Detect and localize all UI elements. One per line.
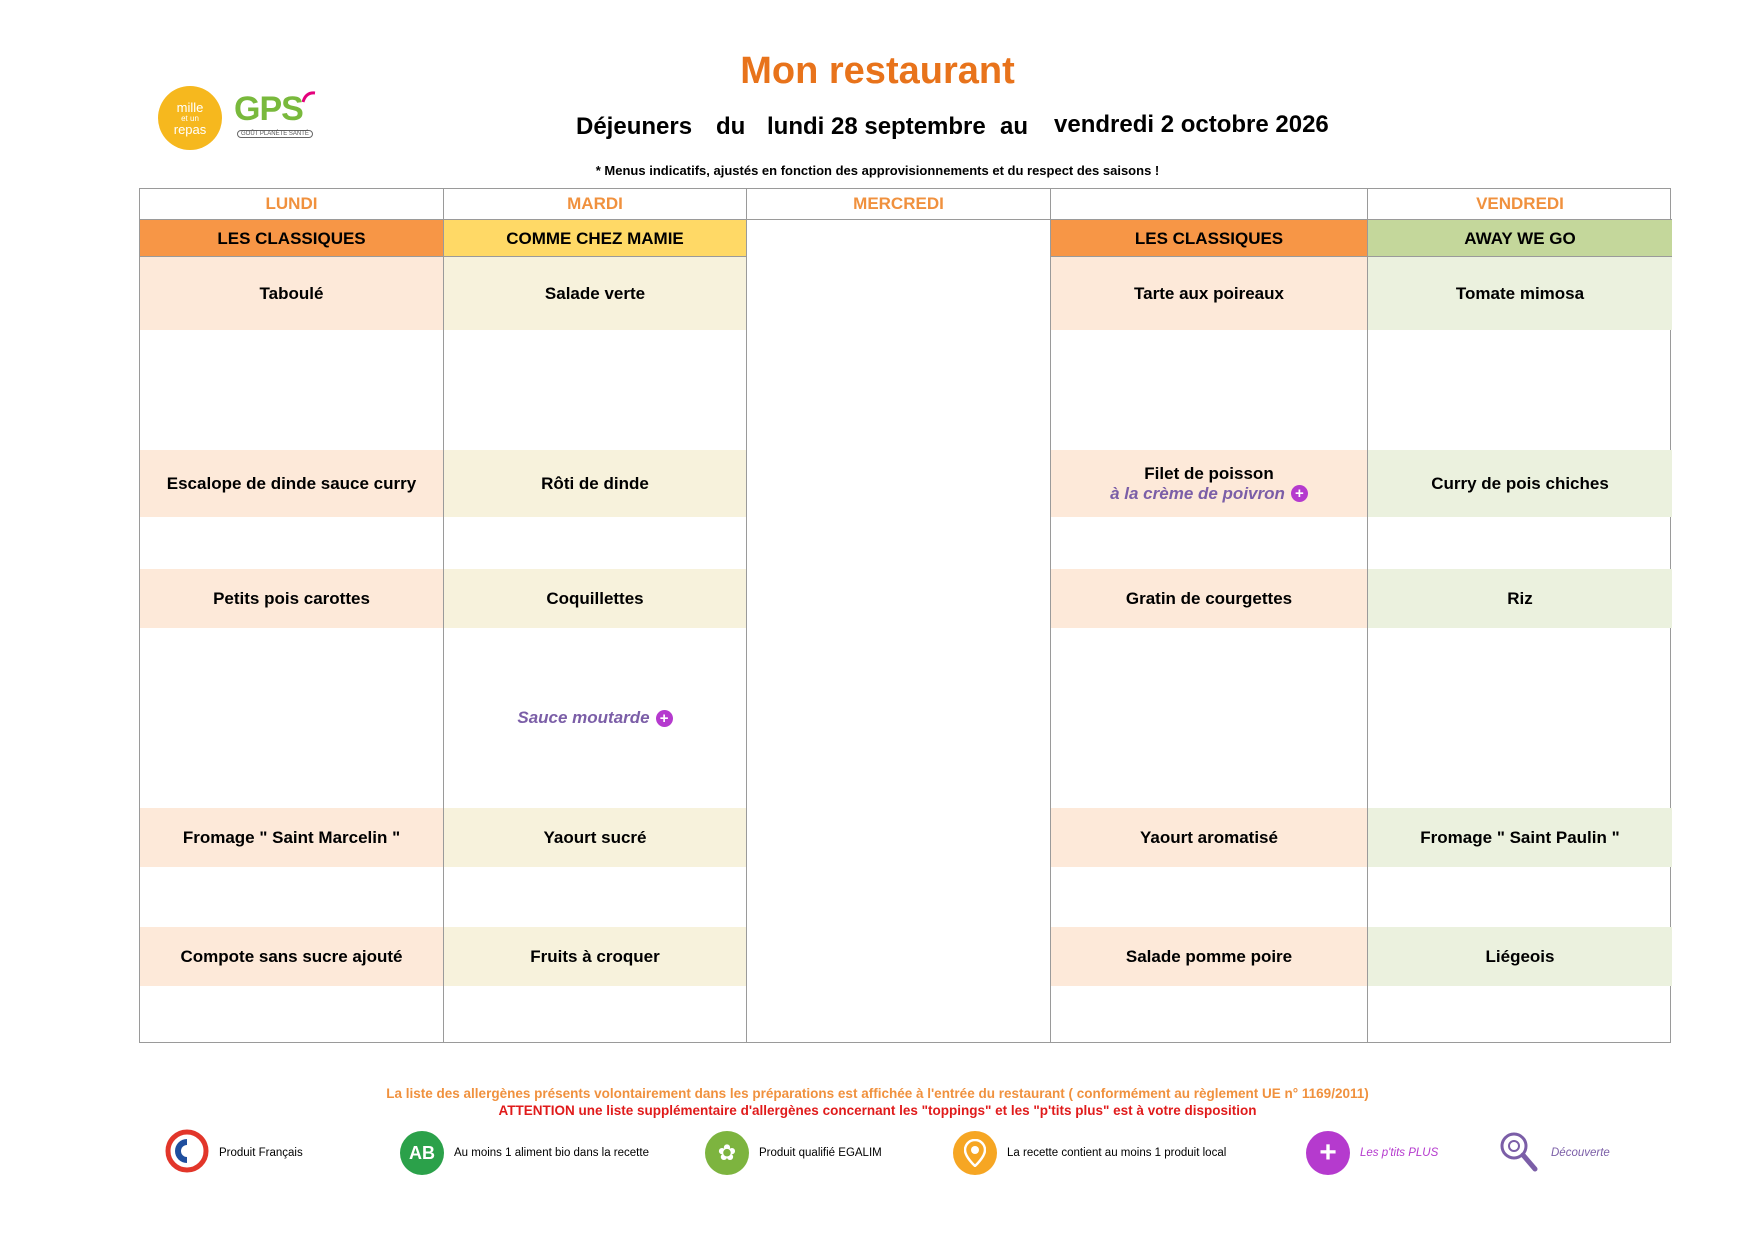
legend-item: Produit Français <box>165 1129 303 1178</box>
menu-item-side: Gratin de courgettes <box>1051 569 1367 628</box>
menu-item-dairy: Yaourt aromatisé <box>1051 808 1367 867</box>
dish-name: Fromage " Saint Marcelin " <box>182 827 401 847</box>
menu-item-dairy: Fromage " Saint Paulin " <box>1368 808 1672 867</box>
legend-label: Découverte <box>1551 1147 1610 1159</box>
day-header <box>1051 189 1367 219</box>
start-date: lundi 28 septembre <box>767 113 986 140</box>
mille-repas-logo: mille et un repas <box>158 86 222 150</box>
dish-name: Salade pomme poire <box>1125 946 1293 966</box>
egalim-icon: ✿ <box>705 1131 749 1175</box>
from-word: du <box>716 113 746 140</box>
logos: mille et un repas GPS GOÛT PLANÈTE SANTÉ <box>158 82 328 152</box>
location-pin-icon <box>953 1131 997 1175</box>
day-column: MARDI COMME CHEZ MAMIE Salade verte Rôti de… <box>444 189 747 1042</box>
dish-name: Riz <box>1507 588 1533 608</box>
menu-item-starter: Taboulé <box>140 257 443 330</box>
dish-name: Tarte aux poireaux <box>1134 283 1284 303</box>
dish-name: Yaourt sucré <box>543 827 647 847</box>
dish-name: Petits pois carottes <box>213 588 370 608</box>
menu-item-side: Petits pois carottes <box>140 569 443 628</box>
theme-header: AWAY WE GO <box>1368 219 1672 257</box>
page-title: Mon restaurant <box>740 50 1015 92</box>
day-header: VENDREDI <box>1476 194 1564 213</box>
menu-item-main: Escalope de dinde sauce curry <box>140 450 443 517</box>
dish-name: Rôti de dinde <box>541 473 649 493</box>
dish-name: Compote sans sucre ajouté <box>180 946 403 966</box>
plus-icon: + <box>1306 1131 1350 1175</box>
menu-item-main: Curry de pois chiches <box>1368 450 1672 517</box>
plus-icon: + <box>655 709 673 727</box>
day-column: VENDREDI AWAY WE GO Tomate mimosa Curry de … <box>1368 189 1672 1042</box>
menu-item-main: Rôti de dinde <box>444 450 746 517</box>
theme-header: COMME CHEZ MAMIE <box>444 219 746 257</box>
dish-name: Yaourt aromatisé <box>1140 827 1278 847</box>
french-flag-icon <box>165 1129 209 1178</box>
menu-item-dessert: Liégeois <box>1368 927 1672 986</box>
dish-name: Salade verte <box>544 283 646 303</box>
to-word: au <box>1000 113 1029 140</box>
dish-name: Escalope de dinde sauce curry <box>166 473 417 493</box>
dish-name: Tomate mimosa <box>1455 283 1585 303</box>
menu-item-dessert: Salade pomme poire <box>1051 927 1367 986</box>
menu-item-starter: Salade verte <box>444 257 746 330</box>
menu-item-starter: Tarte aux poireaux <box>1051 257 1367 330</box>
legend-label: Les p'tits PLUS <box>1360 1147 1439 1159</box>
dish-name: Curry de pois chiches <box>1431 473 1609 493</box>
allergen-notice: La liste des allergènes présents volonta… <box>386 1086 1369 1101</box>
dish-name: Fromage " Saint Paulin " <box>1420 827 1620 847</box>
day-header: MERCREDI <box>853 194 944 213</box>
legend-label: Produit qualifié EGALIM <box>759 1147 882 1159</box>
dish-name: Gratin de courgettes <box>1125 588 1293 608</box>
menu-grid: LUNDI LES CLASSIQUES Taboulé Escalope de di… <box>139 188 1672 1043</box>
dish-name: Coquillettes <box>546 588 644 608</box>
dish-name: Liégeois <box>1485 946 1555 966</box>
allergen-warning: ATTENTION une liste supplémentaire d'all… <box>498 1103 1257 1118</box>
day-column: MERCREDI <box>747 189 1051 1042</box>
legend-item: ✿ Produit qualifié EGALIM <box>705 1130 882 1176</box>
day-header: MARDI <box>567 194 623 213</box>
legend-item: + Les p'tits PLUS <box>1306 1130 1438 1176</box>
legend-label: Produit Français <box>219 1147 303 1159</box>
day-header: LUNDI <box>265 194 318 213</box>
theme-header: LES CLASSIQUES <box>1051 219 1367 257</box>
theme-header: LES CLASSIQUES <box>140 219 443 257</box>
dish-name: Filet de poisson <box>1144 463 1274 483</box>
day-column: LES CLASSIQUES Tarte aux poireaux Filet de… <box>1051 189 1368 1042</box>
menu-item-dessert: Fruits à croquer <box>444 927 746 986</box>
end-date: vendredi 2 octobre 2026 <box>1054 111 1329 138</box>
dish-detail: à la crème de poivron <box>1110 483 1285 503</box>
menu-item-main: Filet de poisson à la crème de poivron + <box>1051 450 1367 517</box>
legend-item: La recette contient au moins 1 produit l… <box>953 1130 1226 1176</box>
legend-label: La recette contient au moins 1 produit l… <box>1007 1147 1227 1159</box>
day-column: LUNDI LES CLASSIQUES Taboulé Escalope de di… <box>140 189 444 1042</box>
dish-name: Fruits à croquer <box>530 946 660 966</box>
menu-item-side: Coquillettes <box>444 569 746 628</box>
plus-icon: + <box>1290 485 1308 502</box>
magnifier-icon <box>1497 1129 1541 1178</box>
topping-label: Sauce moutarde <box>517 708 650 727</box>
menu-item-dairy: Yaourt sucré <box>444 808 746 867</box>
legend-label: Au moins 1 aliment bio dans la recette <box>454 1147 649 1159</box>
menu-item-starter: Tomate mimosa <box>1368 257 1672 330</box>
menu-topping: Sauce moutarde + <box>444 628 746 808</box>
menu-item-dessert: Compote sans sucre ajouté <box>140 927 443 986</box>
menu-item-dairy: Fromage " Saint Marcelin " <box>140 808 443 867</box>
organic-ab-icon: AB <box>400 1131 444 1175</box>
dish-name: Taboulé <box>259 283 324 303</box>
legend-item: AB Au moins 1 aliment bio dans la recette <box>400 1130 649 1176</box>
gps-logo: GPS GOÛT PLANÈTE SANTÉ <box>234 90 330 146</box>
menu-note: * Menus indicatifs, ajustés en fonction … <box>595 163 1160 178</box>
menu-item-side: Riz <box>1368 569 1672 628</box>
meal-label: Déjeuners <box>576 113 693 140</box>
legend-item: Découverte <box>1497 1130 1610 1176</box>
